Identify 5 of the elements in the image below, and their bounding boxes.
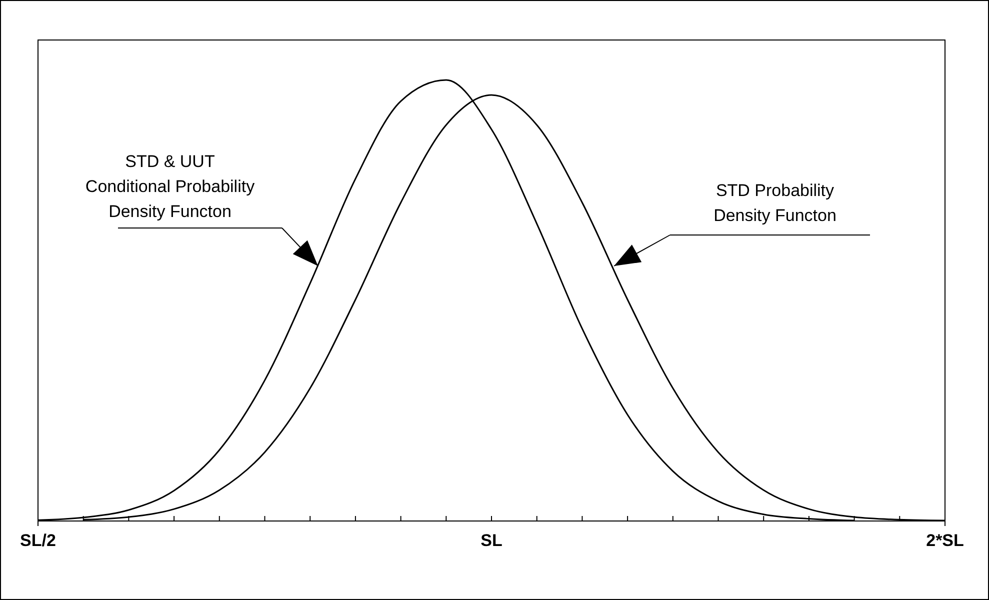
annotation: STD Probability Density Functon [714,181,836,225]
x-tick-label: SL/2 [20,531,56,550]
x-tick-label: 2*SL [926,531,964,550]
annotation: STD & UUT Conditional Probability Density Functon [85,152,256,221]
x-tick-label: SL [480,531,502,550]
